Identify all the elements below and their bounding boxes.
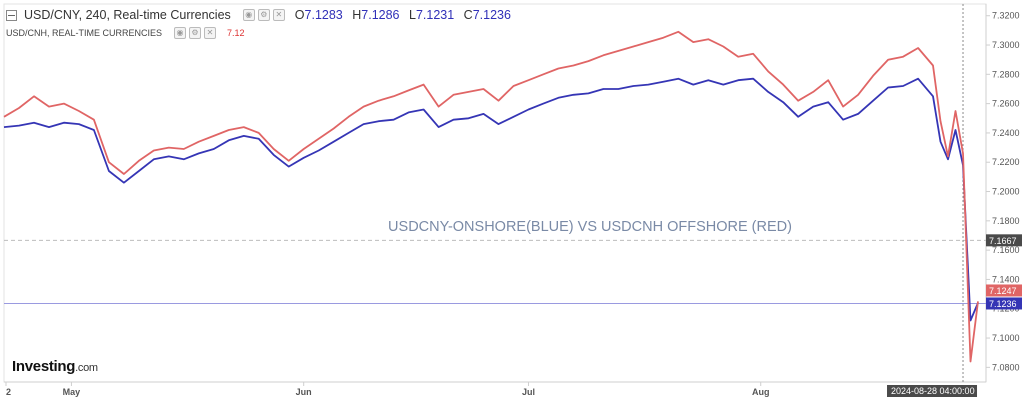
legend-controls: ◉ ⚙ ✕ (242, 9, 285, 21)
x-tick-label: Jun (296, 387, 312, 397)
high-value: 7.1286 (361, 8, 400, 22)
x-tick-label: 2 (6, 387, 11, 397)
open-value: 7.1283 (304, 8, 343, 22)
remove-icon[interactable]: ✕ (204, 27, 217, 39)
secondary-value: 7.12 (227, 28, 245, 38)
onshore-badge: 7.1236 (986, 297, 1022, 310)
main-legend: USD/CNY, 240, Real-time Currencies ◉ ⚙ ✕… (6, 8, 517, 22)
x-tick-label: Jul (522, 387, 535, 397)
y-tick-label: 7.2800 (992, 69, 1020, 79)
eye-icon[interactable]: ◉ (174, 27, 187, 39)
y-tick-label: 7.2400 (992, 128, 1020, 138)
y-tick-label: 7.3000 (992, 40, 1020, 50)
y-tick-label: 7.0800 (992, 362, 1020, 372)
y-tick-label: 7.1000 (992, 333, 1020, 343)
y-tick-label: 7.1600 (992, 245, 1020, 255)
reference-badge-label: 7.1667 (989, 236, 1017, 246)
close-value: 7.1236 (472, 8, 511, 22)
secondary-controls: ◉ ⚙ ✕ (174, 27, 217, 39)
low-value: 7.1231 (415, 8, 455, 22)
crosshair-date-label: 2024-08-28 04:00:00 (891, 386, 975, 396)
chart-annotation: USDCNY-ONSHORE(BLUE) VS USDCNH OFFSHORE … (388, 219, 792, 235)
ohlc-values: O7.1283 H7.1286 L7.1231 C7.1236 (294, 8, 511, 22)
onshore-badge-label: 7.1236 (989, 299, 1017, 309)
y-tick-label: 7.3200 (992, 11, 1020, 21)
eye-icon[interactable]: ◉ (242, 9, 255, 21)
remove-icon[interactable]: ✕ (272, 9, 285, 21)
offshore-badge: 7.1247 (986, 284, 1022, 297)
y-tick-label: 7.2000 (992, 187, 1020, 197)
brand-logo: Investing.com (12, 358, 98, 375)
y-tick-label: 7.2200 (992, 157, 1020, 167)
secondary-legend: USD/CNH, REAL-TIME CURRENCIES ◉ ⚙ ✕ 7.12 (6, 27, 245, 39)
collapse-icon[interactable] (6, 9, 17, 21)
offshore-series-line (3, 30, 979, 363)
secondary-title: USD/CNH, REAL-TIME CURRENCIES (6, 28, 163, 38)
onshore-series-line (3, 77, 979, 322)
settings-icon[interactable]: ⚙ (189, 27, 202, 39)
plot-frame (3, 3, 987, 383)
reference-badge: 7.1667 (986, 234, 1022, 247)
crosshair-date-badge: 2024-08-28 04:00:00 (887, 385, 978, 397)
offshore-badge-label: 7.1247 (989, 286, 1017, 296)
y-tick-label: 7.1400 (992, 274, 1020, 284)
settings-icon[interactable]: ⚙ (257, 9, 270, 21)
main-title: USD/CNY, 240, Real-time Currencies (24, 8, 231, 22)
x-tick-label: May (63, 387, 81, 397)
y-tick-label: 7.1800 (992, 216, 1020, 226)
x-tick-label: Aug (752, 387, 770, 397)
y-tick-label: 7.2600 (992, 99, 1020, 109)
